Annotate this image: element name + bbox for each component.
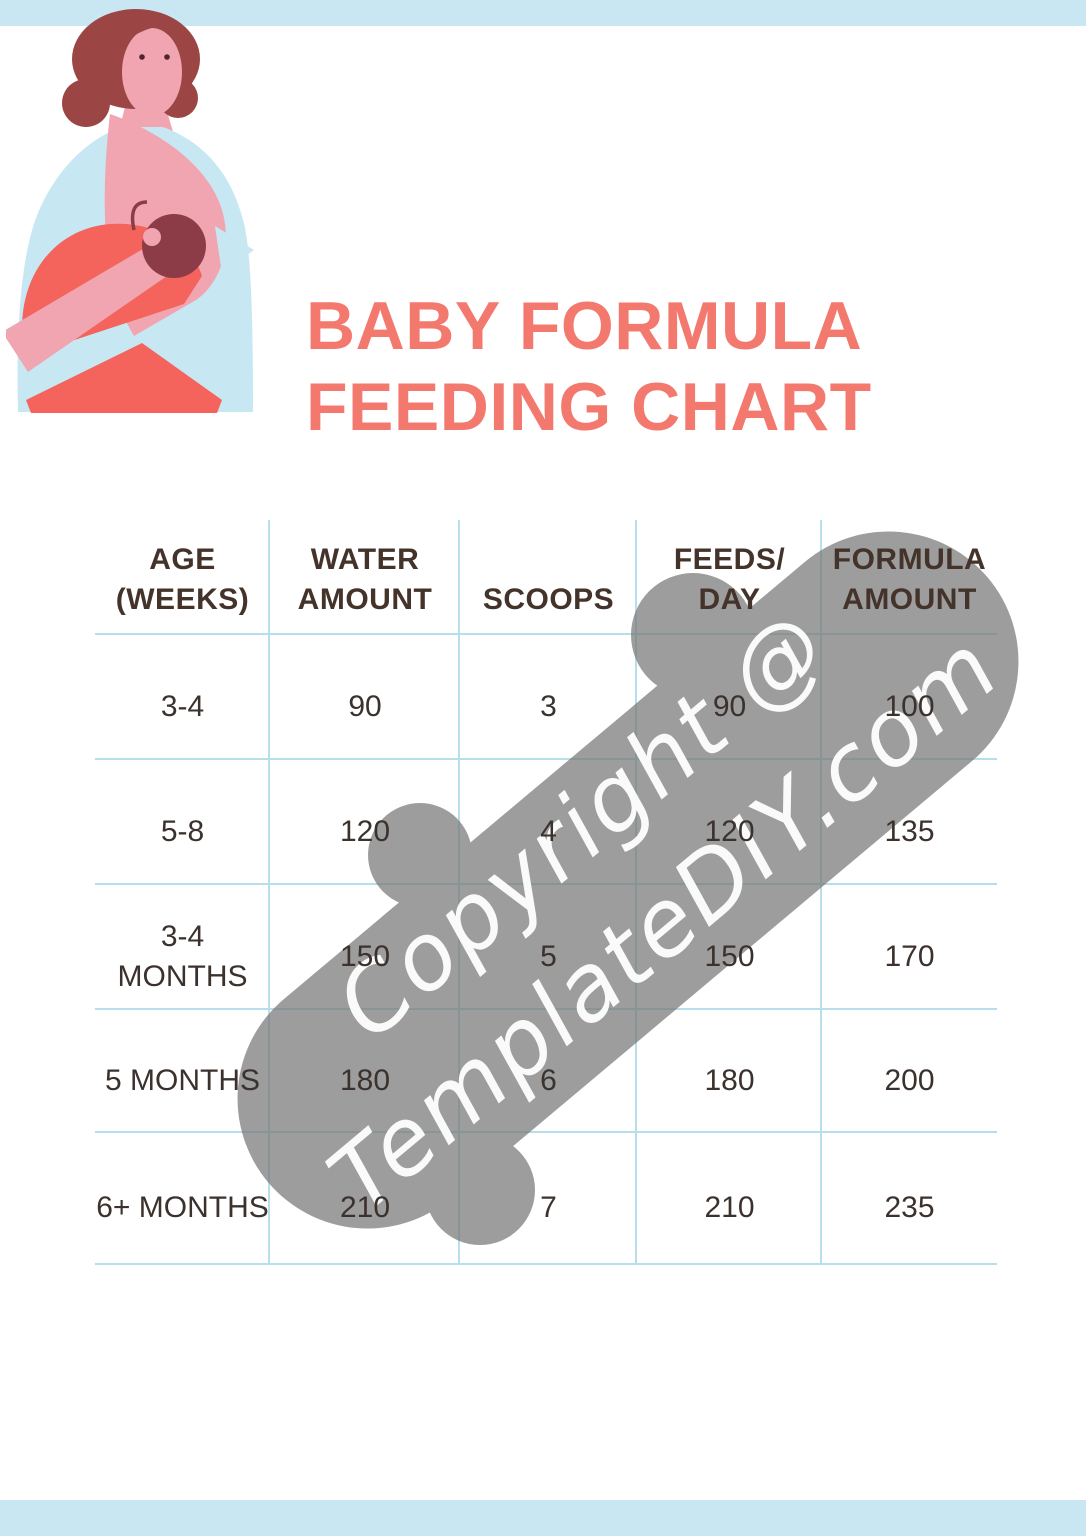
feeding-chart-table: AGE (WEEKS) WATER AMOUNT SCOOPS FEEDS/ DAY F… — [95, 520, 997, 1265]
mother-skirt — [26, 343, 222, 413]
table-cell: 100 — [884, 689, 935, 723]
table-cell: 5 — [540, 939, 557, 973]
mother-arm — [6, 246, 167, 372]
table-cell: 4 — [540, 814, 557, 848]
hair-bun-left — [62, 79, 110, 127]
title-line-1: BABY FORMULA — [306, 288, 863, 364]
page-title: BABY FORMULA FEEDING CHART — [306, 286, 872, 448]
column-header: AGE (WEEKS) — [115, 543, 250, 616]
table-cell: 135 — [884, 814, 935, 848]
table-cell: 120 — [339, 814, 391, 848]
table-cell: 200 — [884, 1063, 935, 1097]
title-line-2: FEEDING CHART — [306, 369, 872, 445]
mother-hair-swoop — [98, 16, 174, 66]
table-cell: 3-4 — [160, 689, 205, 723]
top-accent-bar — [0, 0, 1086, 26]
table-cell: 120 — [704, 814, 755, 848]
baby-ear — [143, 228, 161, 246]
table-cell: 3 — [540, 689, 557, 723]
bottom-accent-bar — [0, 1500, 1086, 1536]
table-cell: 7 — [540, 1191, 557, 1224]
mother-face — [122, 28, 182, 116]
table-cell: 5-8 — [160, 814, 205, 848]
table-cell: 6+ MONTHS — [96, 1191, 269, 1224]
column-header: FORMULA AMOUNT — [832, 543, 987, 616]
table-cell: 150 — [339, 939, 391, 973]
column-header: FEEDS/ DAY — [673, 543, 786, 616]
table-cell: 3-4 MONTHS — [117, 919, 248, 993]
table-cell: 210 — [704, 1191, 755, 1224]
table-cell: 150 — [704, 939, 755, 973]
mother-breastfeeding-illustration — [6, 9, 254, 413]
column-header: WATER AMOUNT — [297, 543, 433, 616]
grid-cell — [822, 1133, 997, 1265]
table-cell: 180 — [339, 1063, 391, 1097]
table-cell: 6 — [540, 1063, 557, 1097]
mother-eye-left — [139, 54, 145, 60]
table-cell: 90 — [712, 689, 747, 723]
table-cell: 235 — [884, 1191, 935, 1224]
table-cell: 5 MONTHS — [104, 1063, 260, 1097]
table-cell: 180 — [704, 1063, 755, 1097]
baby-hair-wisp — [130, 200, 148, 231]
column-header: SCOOPS — [482, 583, 615, 616]
table-cell: 90 — [348, 689, 382, 723]
baby-head — [142, 214, 206, 278]
table-cell: 170 — [884, 939, 935, 973]
table-cell: 210 — [339, 1191, 391, 1224]
shoulder-wedge — [215, 226, 254, 274]
mother-eye-right — [164, 54, 170, 60]
